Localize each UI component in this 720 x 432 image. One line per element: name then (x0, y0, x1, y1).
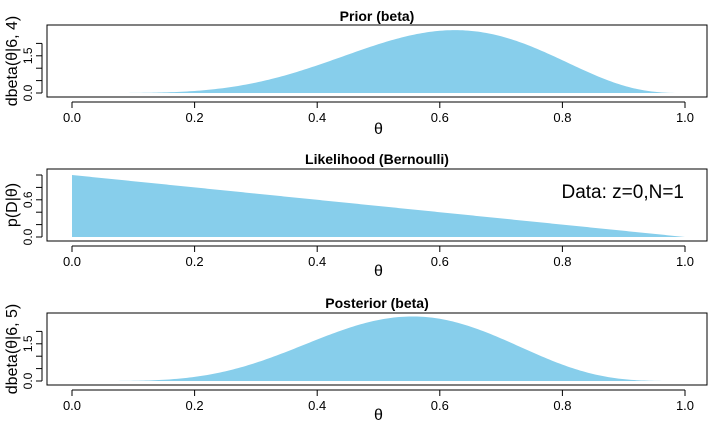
density-area (72, 30, 685, 93)
y-tick-label: 1.5 (21, 335, 35, 352)
panel-2: Likelihood (Bernoulli) 0.0 0.2 0.4 0.6 0.8 1.0… (4, 151, 708, 280)
y-tick-label: 1.5 (21, 47, 35, 64)
x-axis: 0.0 0.2 0.4 0.6 0.8 1.0 (63, 389, 694, 413)
x-tick-label: 0.0 (63, 398, 81, 413)
y-axis-label: dbeta(θ|6, 4) (4, 16, 21, 106)
x-tick-label: 0.2 (186, 110, 204, 125)
x-tick-label: 1.0 (676, 398, 694, 413)
x-axis: 0.0 0.2 0.4 0.6 0.8 1.0 (63, 101, 694, 125)
x-axis: 0.0 0.2 0.4 0.6 0.8 1.0 (63, 245, 694, 269)
y-axis-label: dbeta(θ|6, 5) (4, 304, 21, 394)
x-tick-label: 0.2 (186, 398, 204, 413)
x-tick-label: 0.4 (308, 254, 326, 269)
panel-title: Likelihood (Bernoulli) (305, 151, 449, 167)
y-axis-label: p(D|θ) (4, 183, 21, 227)
x-tick-label: 0.8 (553, 110, 571, 125)
density-area (72, 175, 685, 237)
x-tick-label: 0.6 (431, 398, 449, 413)
density-area (72, 316, 685, 381)
x-tick-label: 0.8 (553, 254, 571, 269)
plot-frame (46, 24, 708, 98)
y-tick-label: 0.0 (21, 228, 35, 245)
plot-frame (46, 168, 708, 242)
x-axis-label: θ (374, 407, 383, 424)
panel-3: Posterior (beta) 0.0 0.2 0.4 0.6 0.8 1.0 θ 0.0 1.… (4, 295, 708, 424)
panel-title: Prior (beta) (340, 8, 415, 24)
x-axis-label: θ (374, 263, 383, 280)
x-tick-label: 0.4 (308, 398, 326, 413)
x-tick-label: 1.0 (676, 254, 694, 269)
plot-frame (46, 312, 708, 386)
y-tick-label: 0.0 (21, 372, 35, 389)
x-tick-label: 0.6 (431, 110, 449, 125)
y-axis: 0.0 1.5 (21, 42, 43, 101)
x-axis-label: θ (374, 121, 383, 138)
x-tick-label: 0.8 (553, 398, 571, 413)
panel-title: Posterior (beta) (325, 295, 428, 311)
y-axis: 0.0 1.5 (21, 330, 43, 389)
x-tick-label: 0.0 (63, 110, 81, 125)
x-tick-label: 0.4 (308, 110, 326, 125)
y-axis: 0.0 0.6 (21, 174, 43, 245)
x-tick-label: 0.6 (431, 254, 449, 269)
x-tick-label: 0.0 (63, 254, 81, 269)
y-tick-label: 0.0 (21, 84, 35, 101)
data-annotation: Data: z=0,N=1 (561, 182, 684, 203)
x-tick-label: 0.2 (186, 254, 204, 269)
panel-1: Prior (beta) 0.0 0.2 0.4 0.6 0.8 1.0 θ 0.0 1.5dbe… (4, 8, 708, 138)
x-tick-label: 1.0 (676, 110, 694, 125)
y-tick-label: 0.6 (21, 191, 35, 208)
